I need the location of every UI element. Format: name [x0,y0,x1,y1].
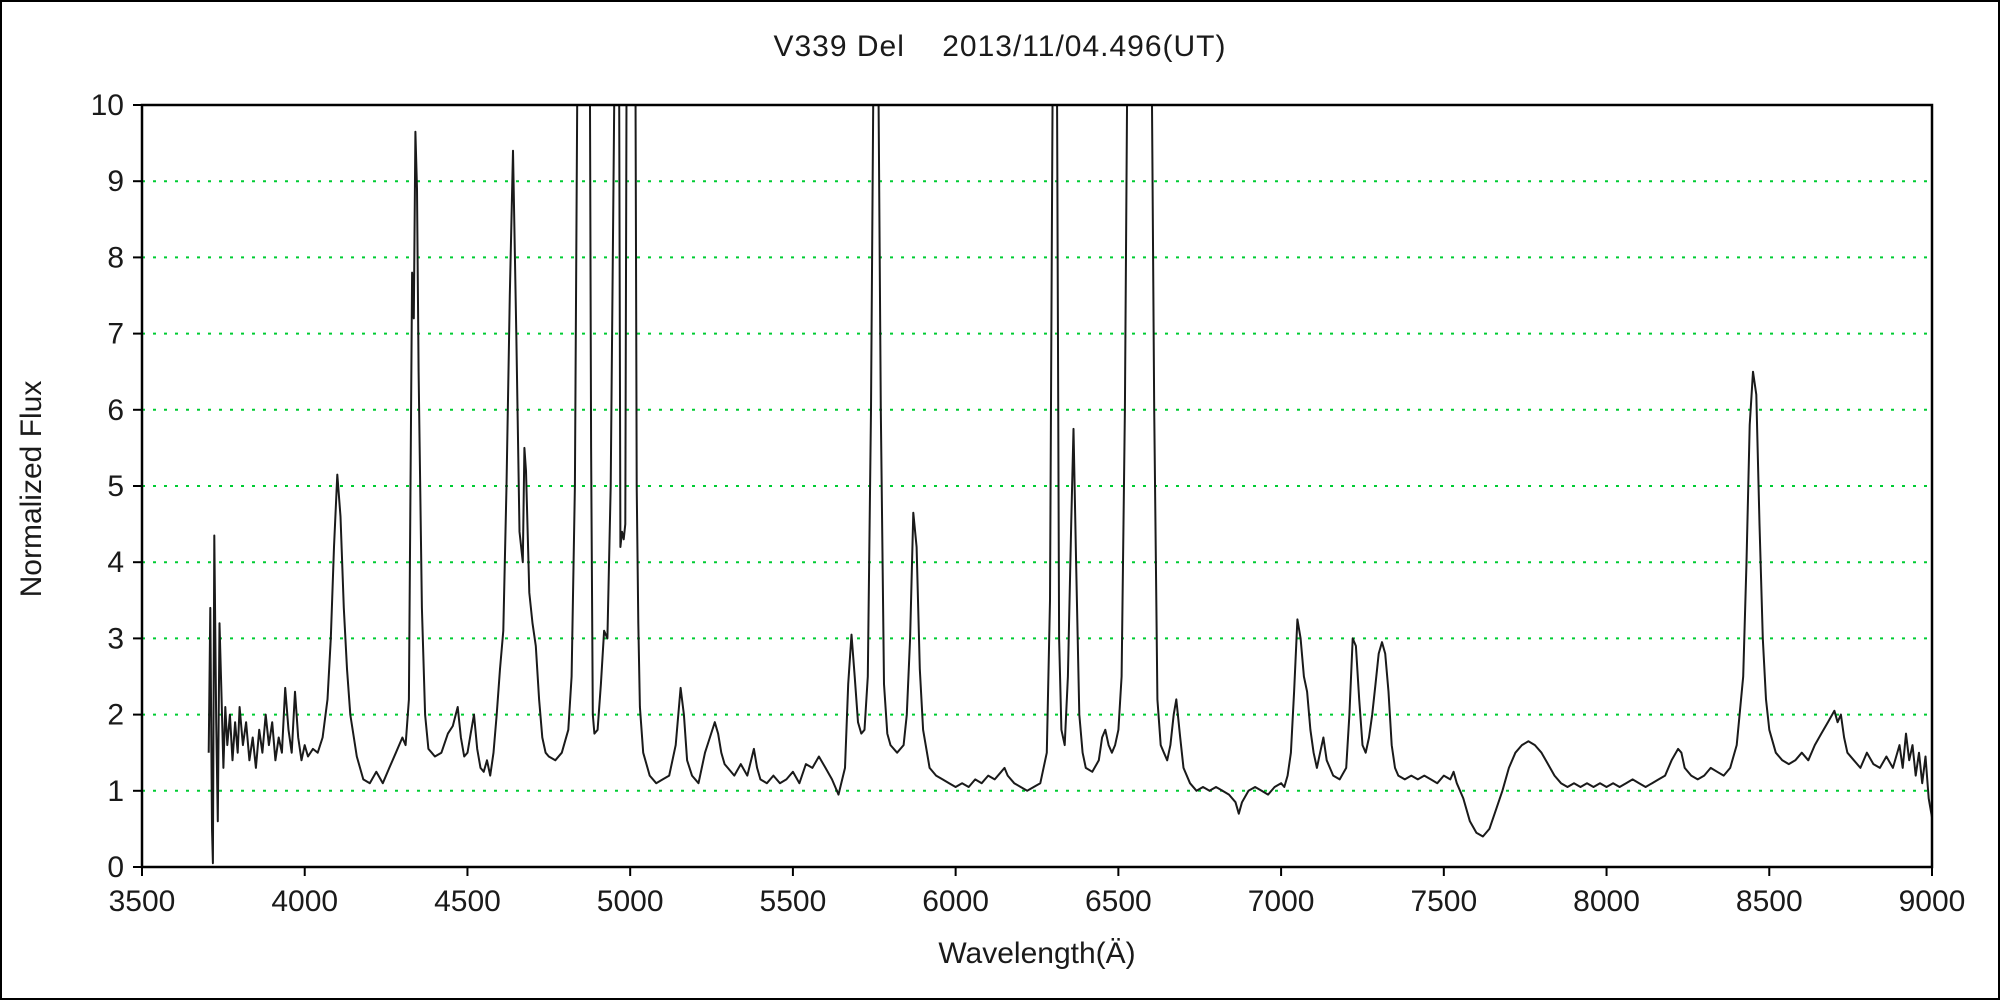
y-tick-label: 9 [107,165,124,198]
y-tick-label: 6 [107,394,124,427]
gridlines [142,180,1932,792]
y-tick-label: 8 [107,241,124,274]
x-tick-label: 8500 [1736,885,1803,918]
chart-title: V339 Del 2013/11/04.496(UT) [773,30,1227,63]
x-axis-label: Wavelength(Ä) [938,937,1136,970]
y-tick-label: 2 [107,699,124,732]
x-tick-label: 5000 [597,885,664,918]
x-tick-label: 4000 [271,885,338,918]
x-tick-label: 7500 [1410,885,1477,918]
y-tick-label: 4 [107,546,124,579]
x-tick-label: 8000 [1573,885,1640,918]
x-tick-label: 5500 [760,885,827,918]
x-tick-label: 6000 [922,885,989,918]
x-tick-label: 3500 [109,885,176,918]
y-tick-label: 1 [107,775,124,808]
y-axis: 0 1 2 3 4 5 6 7 8 9 10 [91,89,142,884]
y-tick-label: 0 [107,851,124,884]
y-tick-label: 10 [91,89,124,122]
spectrum-line [207,105,1932,865]
x-tick-label: 7000 [1248,885,1315,918]
x-tick-label: 4500 [434,885,501,918]
x-tick-label: 9000 [1899,885,1966,918]
y-tick-label: 7 [107,318,124,351]
y-tick-label: 3 [107,622,124,655]
x-axis: 3500 4000 4500 5000 5500 6000 6500 7000 7500 8000… [109,867,1966,918]
y-tick-label: 5 [107,470,124,503]
x-tick-label: 6500 [1085,885,1152,918]
